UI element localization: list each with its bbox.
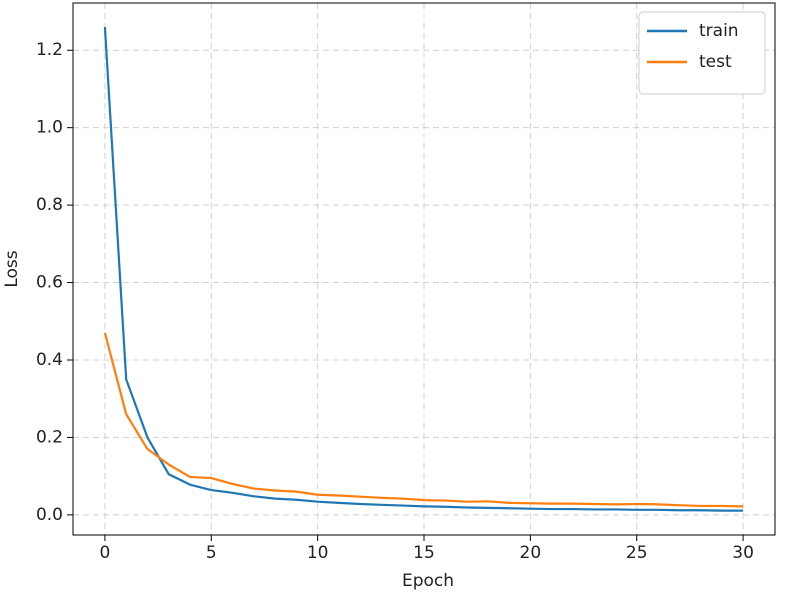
x-tick-label: 30 bbox=[732, 543, 754, 563]
y-tick-label: 0.8 bbox=[36, 195, 63, 215]
y-tick-label: 0.6 bbox=[36, 273, 63, 293]
y-tick-label: 1.0 bbox=[36, 118, 63, 138]
x-tick-label: 5 bbox=[206, 543, 217, 563]
x-tick-label: 10 bbox=[307, 543, 329, 563]
series-line bbox=[103, 332, 744, 508]
x-axis-label: Epoch bbox=[402, 571, 454, 591]
y-tick-label: 1.2 bbox=[36, 40, 63, 60]
y-tick-label: 0.2 bbox=[36, 427, 63, 447]
y-tick-label: 0.4 bbox=[36, 350, 63, 370]
y-axis-label: Loss bbox=[2, 250, 22, 287]
legend-label: train bbox=[699, 21, 739, 41]
legend-label: test bbox=[699, 52, 732, 72]
series-line bbox=[103, 26, 744, 512]
x-tick-label: 20 bbox=[520, 543, 542, 563]
legend-box bbox=[638, 11, 766, 95]
plot-frame bbox=[72, 2, 776, 536]
x-tick-label: 15 bbox=[413, 543, 435, 563]
x-tick-label: 25 bbox=[626, 543, 648, 563]
x-tick-label: 0 bbox=[99, 543, 110, 563]
y-tick-label: 0.0 bbox=[36, 505, 63, 525]
